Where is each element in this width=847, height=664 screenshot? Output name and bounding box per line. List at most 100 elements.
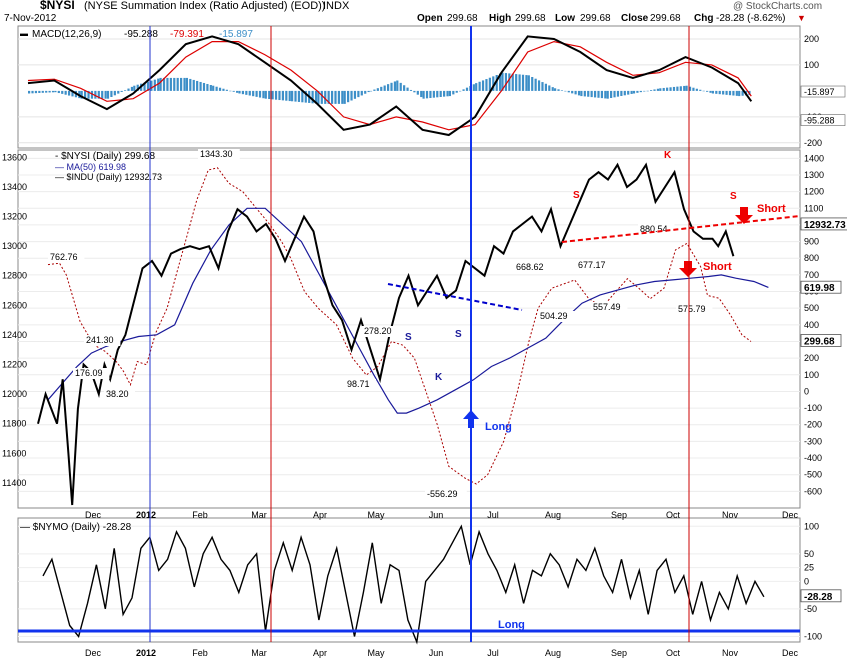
macd-histogram-bar [202,82,206,91]
right-ytick-label: 700 [804,270,819,280]
macd-histogram-bar [353,90,357,99]
value-label-box [591,302,628,313]
nymo-title: — $NYMO (Daily) -28.28 [20,522,132,533]
nymo-ytick-label: 50 [804,549,814,559]
macd-value: -95.288 [124,29,158,40]
left-ytick-label: 13000 [2,241,27,251]
macd-histogram-bar [347,90,350,103]
right-ytick-label: -600 [804,486,822,496]
nysi-line [47,167,752,485]
macd-histogram-bar [238,90,241,94]
right-ytick-label: -200 [804,420,822,430]
open-label: Open [417,13,443,24]
macd-histogram-bar [51,90,55,93]
macd-histogram-bar [732,90,735,96]
nymo-line [42,524,765,645]
macd-histogram-bar [31,90,34,94]
macd-histogram-bar [271,90,274,100]
macd-histogram-bar [429,90,432,99]
macd-histogram-bar [620,90,623,96]
macd-histogram-bar [281,90,284,101]
value-label-box [676,304,713,315]
macd-histogram-bar [616,90,620,97]
right-ytick-label: 1400 [804,153,824,163]
macd-histogram-bar [711,90,714,94]
macd-histogram-bar [236,90,239,93]
macd-histogram-bar [294,90,297,102]
x-tick-label-main: 2012 [136,510,156,520]
macd-histogram-bar [360,90,363,96]
macd-histogram-bar [416,90,419,95]
right-ytick-label: 1100 [804,203,823,213]
macd-histogram-bar [653,89,656,91]
x-tick-label-main: Feb [192,510,208,520]
macd-histogram-bar [478,81,481,91]
macd-histogram-bar [606,90,609,99]
chg-value: -28.28 (-8.62%) [716,13,785,24]
macd-histogram-bar [258,90,262,98]
dropdown-arrow-icon[interactable]: ▼ [797,13,806,23]
x-tick-label-bottom: Sep [611,648,627,658]
macd-histogram-bar [248,90,251,96]
open-value: 299.68 [447,13,478,24]
macd-histogram-bar [304,90,307,103]
macd-histogram-bar [113,90,116,96]
macd-histogram-bar [643,90,646,92]
right-ytick-label: -300 [804,436,822,446]
value-label-box [48,252,85,263]
macd-histogram-bar [597,90,600,98]
right-ytick-label: 900 [804,237,819,247]
macd-histogram-bar [199,81,202,91]
left-ytick-label: 11800 [2,419,26,429]
annotation-s-right: S [455,329,462,340]
x-tick-label-bottom: Aug [545,648,561,658]
macd-histogram-bar [314,90,318,104]
close-label: Close [621,13,649,24]
macd-histogram-bar [157,78,160,91]
macd-price-box [800,114,846,126]
macd-histogram-bar [508,73,511,91]
macd-histogram-bar [548,85,551,91]
macd-histogram-bar [459,90,462,92]
macd-histogram-bar [735,90,738,96]
blue-trendline [387,283,523,311]
macd-histogram-bar [544,83,547,91]
x-tick-label-main: Jul [487,510,499,520]
right-ytick-label: -100 [804,403,822,413]
x-axis: Dec Dec 2012 2012 Feb Feb Mar Mar Apr Apr May May Ju… [85,510,799,658]
macd-histogram-bar [317,90,320,104]
macd-histogram-bar [725,90,728,95]
macd-histogram-bar [64,90,67,95]
nymo-ytick-label: 25 [804,563,814,573]
macd-histogram-bar [185,77,188,91]
macd-histogram-bar [676,86,679,91]
macd-histogram-bar [367,90,370,93]
macd-histogram-bar [560,90,564,91]
macd-histogram-bar [583,90,586,97]
macd-ytick-label: -200 [804,138,822,148]
macd-histogram-bar [452,90,455,95]
macd-histogram-bar [448,90,451,97]
macd-histogram-bar [196,80,199,91]
nymo-price-box [800,589,842,603]
macd-histogram-bar [192,79,195,91]
x-tick-label-bottom: 2012 [136,648,156,658]
macd-histogram-bar [150,80,153,91]
macd-histogram-bar [173,77,176,91]
nymo-panel: 100 50 25 0 -50 -100 — $NYMO (Daily) -28.28 Lon… [17,517,842,645]
macd-legend-swatch: ▬ [20,29,28,38]
macd-histogram-bar [180,77,183,91]
x-tick-label-bottom: Oct [666,648,681,658]
macd-histogram-bar [683,85,686,91]
main-price-box [800,334,842,347]
macd-histogram-bar [527,75,530,91]
macd-histogram-bar [462,89,465,91]
value-label-box [73,368,110,379]
macd-hist-value: -15.897 [219,29,253,40]
macd-histogram-bar [285,90,288,101]
right-ytick-label: 500 [804,303,819,313]
macd-histogram-bar [94,90,97,99]
macd-histogram-bar [492,76,495,91]
value-label-box [198,149,240,160]
